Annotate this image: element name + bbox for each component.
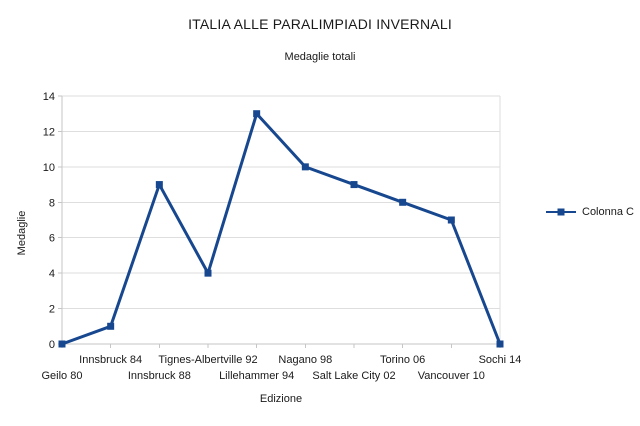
x-category-label: Geilo 80 (42, 370, 83, 382)
y-tick-label: 0 (49, 339, 55, 351)
y-tick-label: 10 (43, 162, 55, 174)
y-tick-label: 2 (49, 304, 55, 316)
data-point-marker (58, 340, 66, 348)
data-point-marker (107, 322, 115, 330)
x-axis-title: Edizione (259, 393, 303, 405)
x-category-label: Tignes-Albertville 92 (158, 354, 257, 366)
x-category-label: Nagano 98 (278, 354, 332, 366)
data-point-marker (447, 216, 455, 224)
y-tick-label: 12 (43, 126, 55, 138)
y-tick-label: 6 (49, 233, 55, 245)
data-point-marker (155, 181, 163, 189)
legend-line-marker-icon (546, 208, 576, 216)
x-category-label: Innsbruck 84 (79, 354, 142, 366)
series-line (60, 112, 502, 346)
data-point-marker (399, 198, 407, 206)
data-point-marker (253, 110, 261, 118)
data-point-marker (496, 340, 504, 348)
x-category-label: Salt Lake City 02 (312, 370, 395, 382)
y-tick-label: 8 (49, 197, 55, 209)
x-category-label: Torino 06 (380, 354, 425, 366)
x-category-label: Lillehammer 94 (219, 370, 294, 382)
legend: Colonna C (545, 206, 634, 218)
x-category-label: Innsbruck 88 (128, 370, 191, 382)
x-category-label: Sochi 14 (479, 354, 522, 366)
y-tick-label: 14 (43, 91, 55, 103)
legend-label: Colonna C (582, 206, 634, 218)
data-point-marker (204, 269, 212, 277)
chart-subtitle: Medaglie totali (284, 51, 356, 63)
y-tick-label: 4 (49, 268, 55, 280)
data-point-marker (301, 163, 309, 171)
chart-title: ITALIA ALLE PARALIMPIADI INVERNALI (188, 16, 452, 32)
x-category-label: Vancouver 10 (418, 370, 485, 382)
data-point-marker (350, 181, 358, 189)
